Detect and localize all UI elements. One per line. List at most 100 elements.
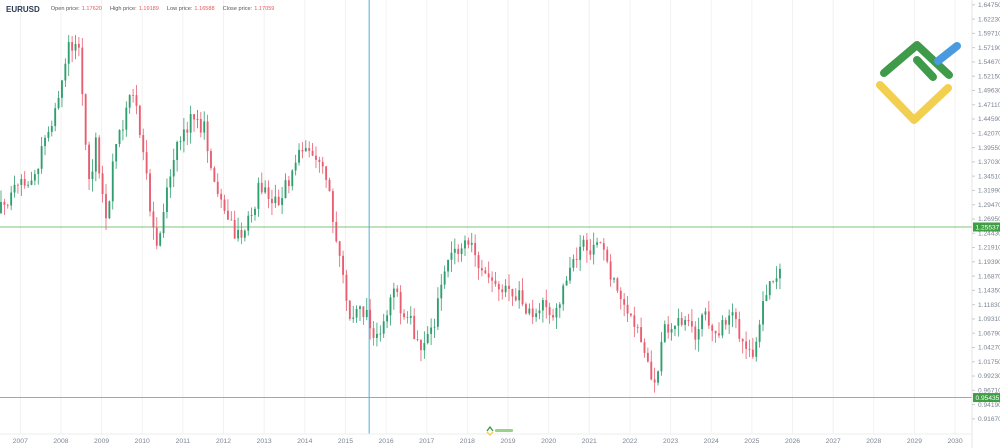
candle [17,183,19,194]
candle [535,308,538,322]
candle [287,175,290,194]
candle [538,303,541,320]
candle [71,36,74,63]
candle [196,109,199,129]
candle [399,285,402,325]
candle [64,58,67,87]
candle [558,301,561,318]
candle [565,276,568,286]
candle [694,321,697,350]
candle [345,269,348,311]
time-tick-label: 2007 [13,438,28,445]
candle [362,306,365,325]
candle [738,311,741,343]
candle [731,303,734,328]
price-tick-label: 1.64750 [978,2,1000,9]
candle [518,281,521,309]
price-tick-label: 0.96710 [978,388,1000,395]
candle [562,283,565,311]
candle [497,281,500,302]
candle [640,317,643,343]
candle [20,174,23,196]
candle [765,284,768,302]
candle [755,337,758,362]
candles [0,35,781,393]
candle [243,229,246,242]
candle [50,120,53,137]
vertical-gridlines [19,0,956,434]
candle [61,79,63,108]
time-tick-label: 2009 [94,438,109,445]
candle [91,159,94,192]
candle [718,322,720,339]
low-price-value: 1.16588 [194,6,215,12]
candle [751,338,754,359]
company-logo-icon [876,41,961,124]
candle [311,142,314,157]
time-tick-label: 2026 [785,438,800,445]
time-tick-label: 2008 [53,438,68,445]
candle [30,171,33,186]
time-tick-label: 2016 [379,438,394,445]
level-labels: 1.25537 0.95435 [973,222,1000,403]
candle [484,266,487,274]
time-tick-label: 2027 [826,438,841,445]
candle [616,277,619,294]
candle [392,282,395,310]
candle [355,305,358,323]
low-price: Low price: 1.16588 [167,6,215,12]
candle [40,136,43,174]
price-tick-label: 1.39550 [978,145,1000,152]
candle [162,203,165,238]
candle [301,142,304,159]
low-price-label: Low price: [166,6,193,12]
time-tick-label: 2013 [257,438,272,445]
candle [745,331,748,360]
candle [315,146,317,169]
time-tick-label: 2029 [907,438,922,445]
time-tick-label: 2011 [176,438,191,445]
candle [677,308,680,337]
price-tick-label: 1.62230 [978,16,1000,23]
candle [142,128,145,161]
price-tick-label: 1.21910 [978,245,1000,252]
candle [138,104,141,138]
open-price-value: 1.17620 [81,6,102,12]
candle [115,143,118,169]
candle [54,102,57,132]
price-tick-label: 0.91670 [978,416,1000,423]
candle [592,232,595,265]
candle [386,310,389,328]
open-price-label: Open price: [50,6,80,12]
level-label-box [973,222,1000,232]
candle [281,186,284,215]
candle [105,184,107,230]
candle [779,263,781,290]
time-tick-label: 2015 [338,438,353,445]
candle [260,172,263,195]
time-tick-label: 2024 [704,438,719,445]
price-tick-label: 0.94190 [978,402,1000,409]
price-tick-label: 1.47110 [978,102,1000,109]
price-tick-label: 1.44590 [978,116,1000,123]
candle [575,247,578,268]
candle [3,198,6,216]
candle [525,302,527,315]
candle [487,261,490,284]
candle [748,339,751,357]
high-price-value: 1.19189 [138,6,159,12]
close-price-value: 1.17059 [254,6,275,12]
candle [589,238,592,261]
candle [372,321,375,346]
candle [47,126,50,142]
candle [13,175,16,198]
candle [467,237,470,249]
candle [108,200,111,220]
candle [653,367,656,393]
time-tick-label: 2023 [663,438,678,445]
candle [169,169,172,198]
candle [697,317,700,352]
candle [416,330,419,342]
candle [545,289,548,319]
